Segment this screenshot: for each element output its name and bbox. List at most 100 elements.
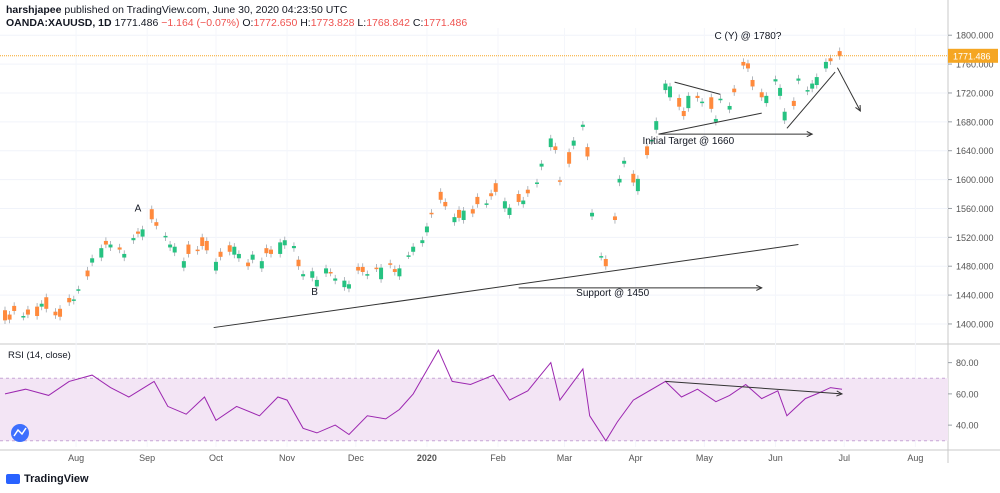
price-tick-label: 1560.000	[956, 204, 994, 214]
candle-up	[346, 284, 351, 289]
candle-down	[227, 245, 232, 252]
candle-up	[131, 238, 136, 241]
current-price-label: 1771.486	[953, 51, 991, 61]
price-tick-label: 1520.000	[956, 233, 994, 243]
candle-up	[521, 200, 526, 205]
candle-up	[700, 101, 705, 104]
candle-up	[461, 210, 466, 221]
annotation-label: Initial Target @ 1660	[642, 136, 734, 147]
time-tick-label: Dec	[348, 453, 365, 463]
candle-up	[181, 261, 186, 268]
candle-down	[218, 251, 223, 257]
candle-down	[154, 222, 159, 226]
time-tick-label: Sep	[139, 453, 155, 463]
candle-up	[617, 178, 622, 183]
candle-up	[232, 246, 237, 255]
candle-up	[718, 98, 723, 101]
candle-down	[750, 79, 755, 87]
candle-down	[103, 240, 108, 245]
candle-up	[635, 178, 640, 192]
candle-up	[411, 246, 416, 252]
candle-up	[713, 118, 718, 122]
candle-up	[580, 124, 585, 127]
candle-down	[525, 189, 530, 194]
candle-up	[342, 280, 347, 288]
candle-up	[764, 95, 769, 104]
candle-up	[773, 79, 778, 82]
time-tick-label: Feb	[490, 453, 506, 463]
candle-up	[654, 121, 659, 130]
candle-down	[117, 247, 122, 250]
rsi-arrow-head	[836, 390, 844, 397]
candle-down	[791, 100, 796, 106]
candle-down	[200, 237, 205, 246]
candle-down	[7, 314, 12, 320]
candle-down	[12, 305, 17, 311]
candle-down	[631, 173, 636, 183]
candle-down	[828, 58, 833, 62]
candle-down	[85, 270, 90, 277]
annotation-label: C (Y) @ 1780?	[715, 31, 782, 42]
trend-line	[658, 112, 762, 135]
open-label: O:	[242, 17, 254, 29]
candle-down	[603, 258, 608, 267]
publisher-name[interactable]: harshjapee	[6, 4, 62, 16]
candle-down	[457, 209, 462, 218]
brand-label: TradingView	[24, 473, 89, 485]
annotation-label: A	[135, 203, 142, 214]
candle-down	[489, 193, 494, 197]
candle-down	[612, 216, 617, 221]
tradingview-brand[interactable]: TradingView	[6, 473, 89, 485]
high-label: H:	[300, 17, 311, 29]
annotation-label: Support @ 1450	[576, 288, 649, 299]
rsi-tick-label: 60.00	[956, 389, 979, 399]
candle-up	[599, 256, 604, 258]
candle-up	[507, 207, 512, 215]
tv-widget-glyph	[13, 427, 27, 437]
time-tick-label: Aug	[68, 453, 84, 463]
annotation-arrow-head	[806, 131, 814, 138]
candle-down	[360, 266, 365, 272]
candle-up	[108, 244, 113, 248]
time-tick-label: Mar	[557, 453, 573, 463]
candle-up	[663, 83, 668, 91]
rsi-arrow	[665, 380, 843, 395]
candle-down	[35, 306, 40, 317]
price-tick-label: 1440.000	[956, 291, 994, 301]
candle-up	[379, 267, 384, 280]
candle-down	[645, 146, 650, 156]
candle-down	[328, 271, 333, 274]
price-tick-label: 1800.000	[956, 31, 994, 41]
candle-up	[668, 86, 672, 98]
candle-up	[365, 274, 370, 276]
candle-down	[136, 231, 140, 234]
candle-down	[677, 98, 682, 107]
candle-down	[516, 194, 521, 202]
candle-down	[741, 61, 746, 66]
candle-down	[470, 209, 475, 214]
candle-up	[548, 138, 553, 148]
rsi-series-line	[4, 348, 843, 442]
candle-up	[484, 203, 489, 205]
candle-down	[264, 248, 269, 254]
annotation-arrow	[836, 67, 861, 112]
candle-up	[814, 77, 819, 86]
candle-down	[709, 97, 714, 109]
trend-line	[786, 71, 836, 129]
candle-down	[759, 92, 764, 98]
candle-up	[796, 78, 801, 81]
last-price: 1771.486	[114, 17, 159, 29]
candle-up	[686, 95, 691, 109]
time-tick-label: Apr	[629, 453, 643, 463]
close-label: C:	[412, 17, 424, 29]
candle-up	[649, 139, 654, 142]
candle-down	[269, 249, 273, 254]
candle-down	[149, 209, 154, 220]
candle-down	[186, 244, 191, 254]
candle-up	[622, 160, 627, 164]
candle-down	[58, 308, 63, 317]
candle-up	[420, 240, 425, 244]
candle-down	[557, 180, 562, 182]
ohlc-line: OANDA:XAUUSD, 1D 1771.486 −1.164 (−0.07%…	[6, 17, 467, 29]
